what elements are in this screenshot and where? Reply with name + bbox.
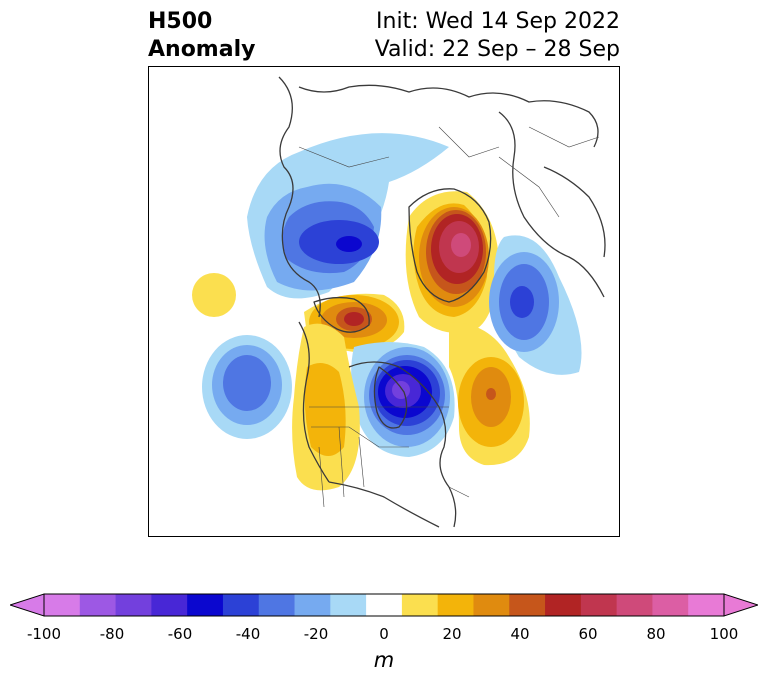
colorbar-unit: m [373,648,395,672]
colorbar [10,593,758,617]
colorbar-tick-label: -60 [167,625,193,643]
anomaly-east-asia-high [192,273,236,317]
colorbar-swatch [294,594,331,616]
colorbar-frame [43,593,725,617]
title-field: Anomaly [148,37,256,62]
colorbar-swatch [616,594,653,616]
colorbar-swatch [509,594,546,616]
colorbar-tick-label: -80 [99,625,125,643]
colorbar-swatch [258,594,296,616]
valid-range: Valid: 22 Sep – 28 Sep [374,37,620,62]
colorbar-swatch [401,594,439,616]
colorbar-tick-label: 60 [578,625,598,643]
anomaly-atlantic-high [449,322,530,466]
anomaly-map [148,66,620,537]
title-left: H500 Anomaly [148,8,255,64]
colorbar-swatch [652,594,689,616]
colorbar-tick-label: 80 [646,625,666,643]
colorbar-swatch [115,594,152,616]
anomaly-pacific-low [202,335,292,439]
colorbar-tick-label: -20 [303,625,329,643]
anomaly-arctic-high [405,191,499,333]
colorbar-swatch [688,594,725,616]
borders [298,126,600,508]
colorbar-swatch [79,594,117,616]
colorbar-swatch [437,594,474,616]
colorbar-tick-label: -40 [235,625,261,643]
colorbar-swatch [473,594,510,616]
colorbar-swatch [366,594,403,616]
coastlines [278,76,606,528]
map-canvas [149,67,619,536]
colorbar-tick-label: 100 [709,625,739,643]
colorbar-swatch [187,594,224,616]
anomaly-scandinavia-low [489,235,582,375]
colorbar-swatch [222,594,260,616]
colorbar-tick-label: 40 [510,625,530,643]
anomaly-northwest-canada-low [247,133,449,299]
colorbar-extend-high [723,593,758,617]
colorbar-swatch [580,594,618,616]
colorbar-extend-low [10,593,45,617]
colorbar-tick-label: 20 [442,625,462,643]
colorbar-tick-label: -100 [26,625,62,643]
colorbar-swatch [330,594,367,616]
init-date: Init: Wed 14 Sep 2022 [376,9,620,34]
colorbar-swatch [44,594,81,616]
title-right: Init: Wed 14 Sep 2022 Valid: 22 Sep – 28… [375,8,620,64]
colorbar-tick-label: 0 [379,625,389,643]
colorbar-swatch [545,594,582,616]
title-variable: H500 [148,9,213,34]
colorbar-swatch [151,594,188,616]
